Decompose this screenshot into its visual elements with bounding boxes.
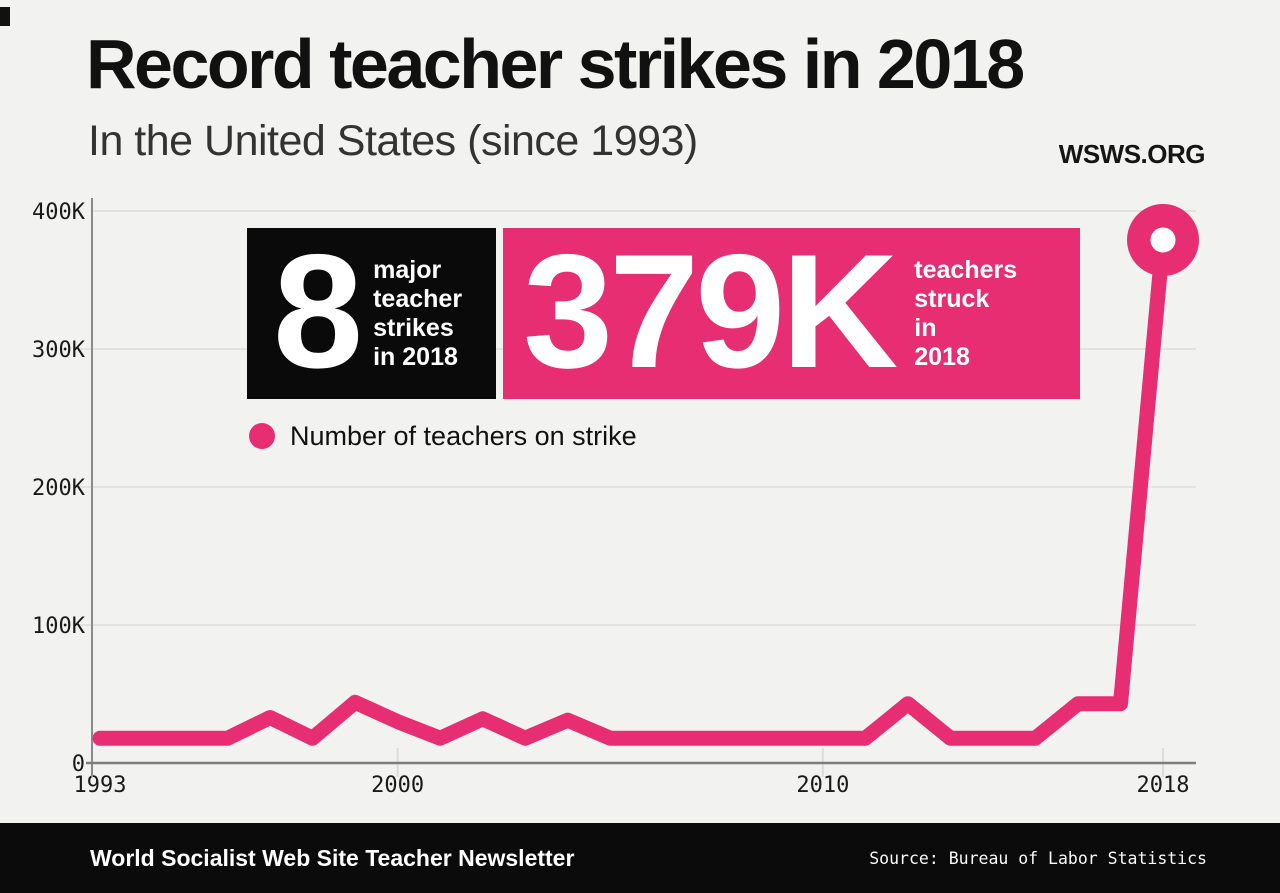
caption-line: in (914, 313, 937, 342)
y-tick-label: 300K (32, 338, 86, 363)
strike-count-number: 8 (273, 220, 363, 402)
legend: Number of teachers on strike (249, 420, 637, 451)
callout-major-strikes: 8 major teacher strikes in 2018 (247, 228, 496, 399)
legend-marker-icon (249, 423, 275, 449)
teacher-count-caption: teachers struck in 2018 (914, 256, 1017, 372)
caption-line: strikes (373, 313, 454, 342)
site-name: WSWS.ORG (1058, 139, 1206, 169)
corner-artifact (0, 7, 10, 26)
x-tick-label: 2000 (371, 773, 424, 798)
page-title: Record teacher strikes in 2018 (86, 25, 1025, 103)
callout-group: 8 major teacher strikes in 2018 379K tea… (247, 228, 1080, 399)
legend-label: Number of teachers on strike (290, 420, 637, 451)
footer-newsletter-title: World Socialist Web Site Teacher Newslet… (90, 844, 575, 871)
y-tick-label: 400K (32, 200, 86, 225)
x-tick-label: 2010 (796, 773, 849, 798)
caption-line: struck (914, 284, 990, 313)
footer-bar: World Socialist Web Site Teacher Newslet… (0, 823, 1280, 893)
caption-line: in 2018 (373, 342, 458, 371)
x-tick-label: 1993 (74, 773, 127, 798)
callout-teachers-struck: 379K teachers struck in 2018 (503, 228, 1080, 399)
caption-line: 2018 (914, 342, 970, 371)
strike-line (92, 232, 1171, 746)
teacher-count-number: 379K (523, 220, 898, 402)
strike-count-caption: major teacher strikes in 2018 (373, 256, 462, 372)
caption-line: teachers (914, 255, 1018, 284)
y-tick-label: 100K (32, 614, 86, 639)
footer-source: Source: Bureau of Labor Statistics (869, 848, 1207, 868)
y-tick-label: 0 (72, 752, 85, 777)
y-tick-label: 200K (32, 476, 86, 501)
caption-line: major (373, 255, 442, 284)
caption-line: teacher (373, 284, 463, 313)
page-subtitle: In the United States (since 1993) (88, 117, 698, 165)
x-tick-label: 2018 (1137, 773, 1190, 798)
end-marker-hole (1150, 227, 1176, 253)
